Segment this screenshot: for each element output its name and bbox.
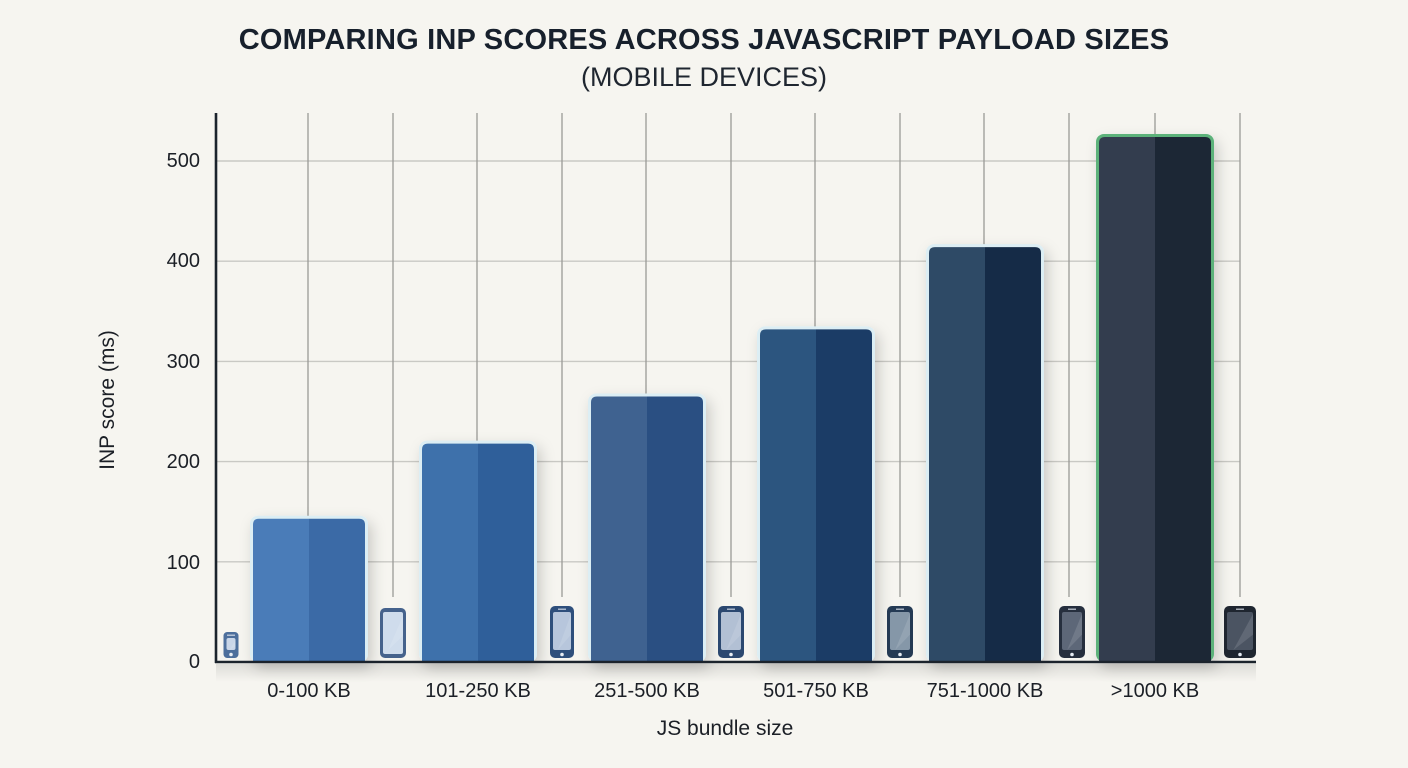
mobile-phone-icon [718,606,744,658]
y-tick-400: 400 [166,250,200,272]
bar-0-100-kb [250,515,368,662]
mobile-phone-icon [550,606,574,658]
mobile-phone-icon [1059,606,1085,658]
chart-subtitle: (MOBILE DEVICES) [580,62,828,92]
chart-title: COMPARING INP SCORES ACROSS JAVASCRIPT P… [238,24,1170,56]
mobile-phone-icon [380,608,406,658]
bar-101-250-kb [419,440,537,662]
y-axis-label: INP score (ms) [96,330,119,470]
bar-501-750-kb [757,326,875,662]
y-tick-0: 0 [188,651,200,673]
y-tick-300: 300 [166,351,200,373]
x-tick-501-750kb: 501-750 KB [763,680,869,702]
bar-751-1000-kb [926,244,1044,662]
y-tick-100: 100 [166,552,200,574]
bar-251-500-kb [588,393,706,662]
mobile-phone-icon [1224,606,1256,658]
x-tick-0-100kb: 0-100 KB [267,680,351,702]
y-tick-500: 500 [166,150,200,172]
x-axis-label: JS bundle size [656,717,794,740]
y-tick-200: 200 [166,451,200,473]
x-tick-101-250kb: 101-250 KB [425,680,531,702]
mobile-phone-icon [887,606,913,658]
x-tick-751-1000kb: 751-1000 KB [926,680,1044,702]
x-tick-gt1000kb: >1000 KB [1110,680,1200,702]
bar--1000-kb [1096,133,1214,662]
floor-shadow [216,664,1256,682]
mobile-phone-icon [223,632,239,658]
x-tick-251-500kb: 251-500 KB [594,680,700,702]
